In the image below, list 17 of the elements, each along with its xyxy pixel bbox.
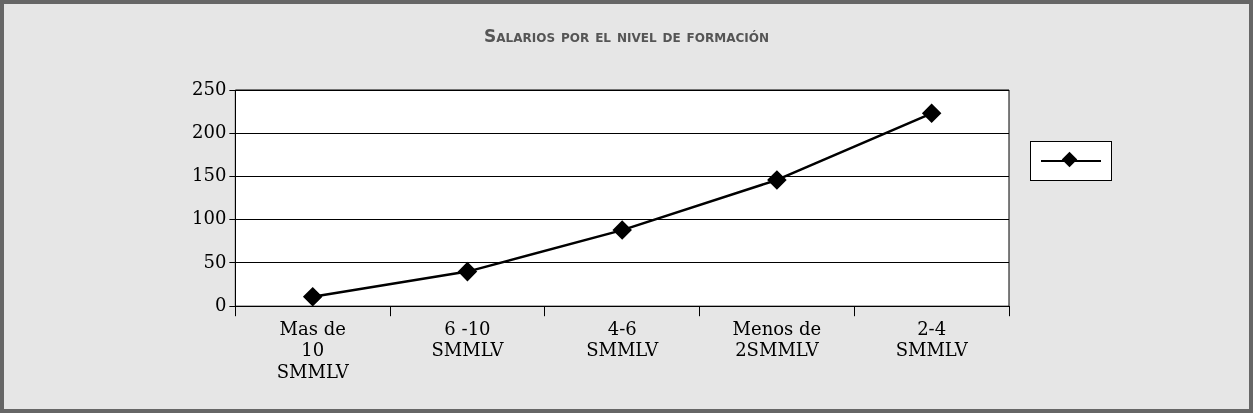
x-tick-label: 6 -10 SMMLV <box>431 317 505 361</box>
point <box>767 170 787 190</box>
x-tick-label: Mas de 10 SMMLV <box>276 317 350 382</box>
y-tick-label: 250 <box>192 77 227 99</box>
y-tick-label: 100 <box>192 207 227 229</box>
point <box>303 287 322 306</box>
x-tick-label: 4-6 SMMLV <box>586 317 660 361</box>
point <box>458 262 477 281</box>
x-tick-label: 2-4 SMMLV <box>895 317 969 361</box>
point <box>612 220 632 240</box>
y-tick-label: 0 <box>214 293 227 315</box>
x-tick-label: Menos de 2SMMLV <box>732 317 822 361</box>
y-tick-label: 150 <box>192 164 227 186</box>
y-tick-label: 200 <box>192 120 227 142</box>
chart-title: Salarios por el nivel de formación <box>483 26 770 46</box>
y-tick-label: 50 <box>203 250 227 272</box>
point <box>922 104 941 123</box>
